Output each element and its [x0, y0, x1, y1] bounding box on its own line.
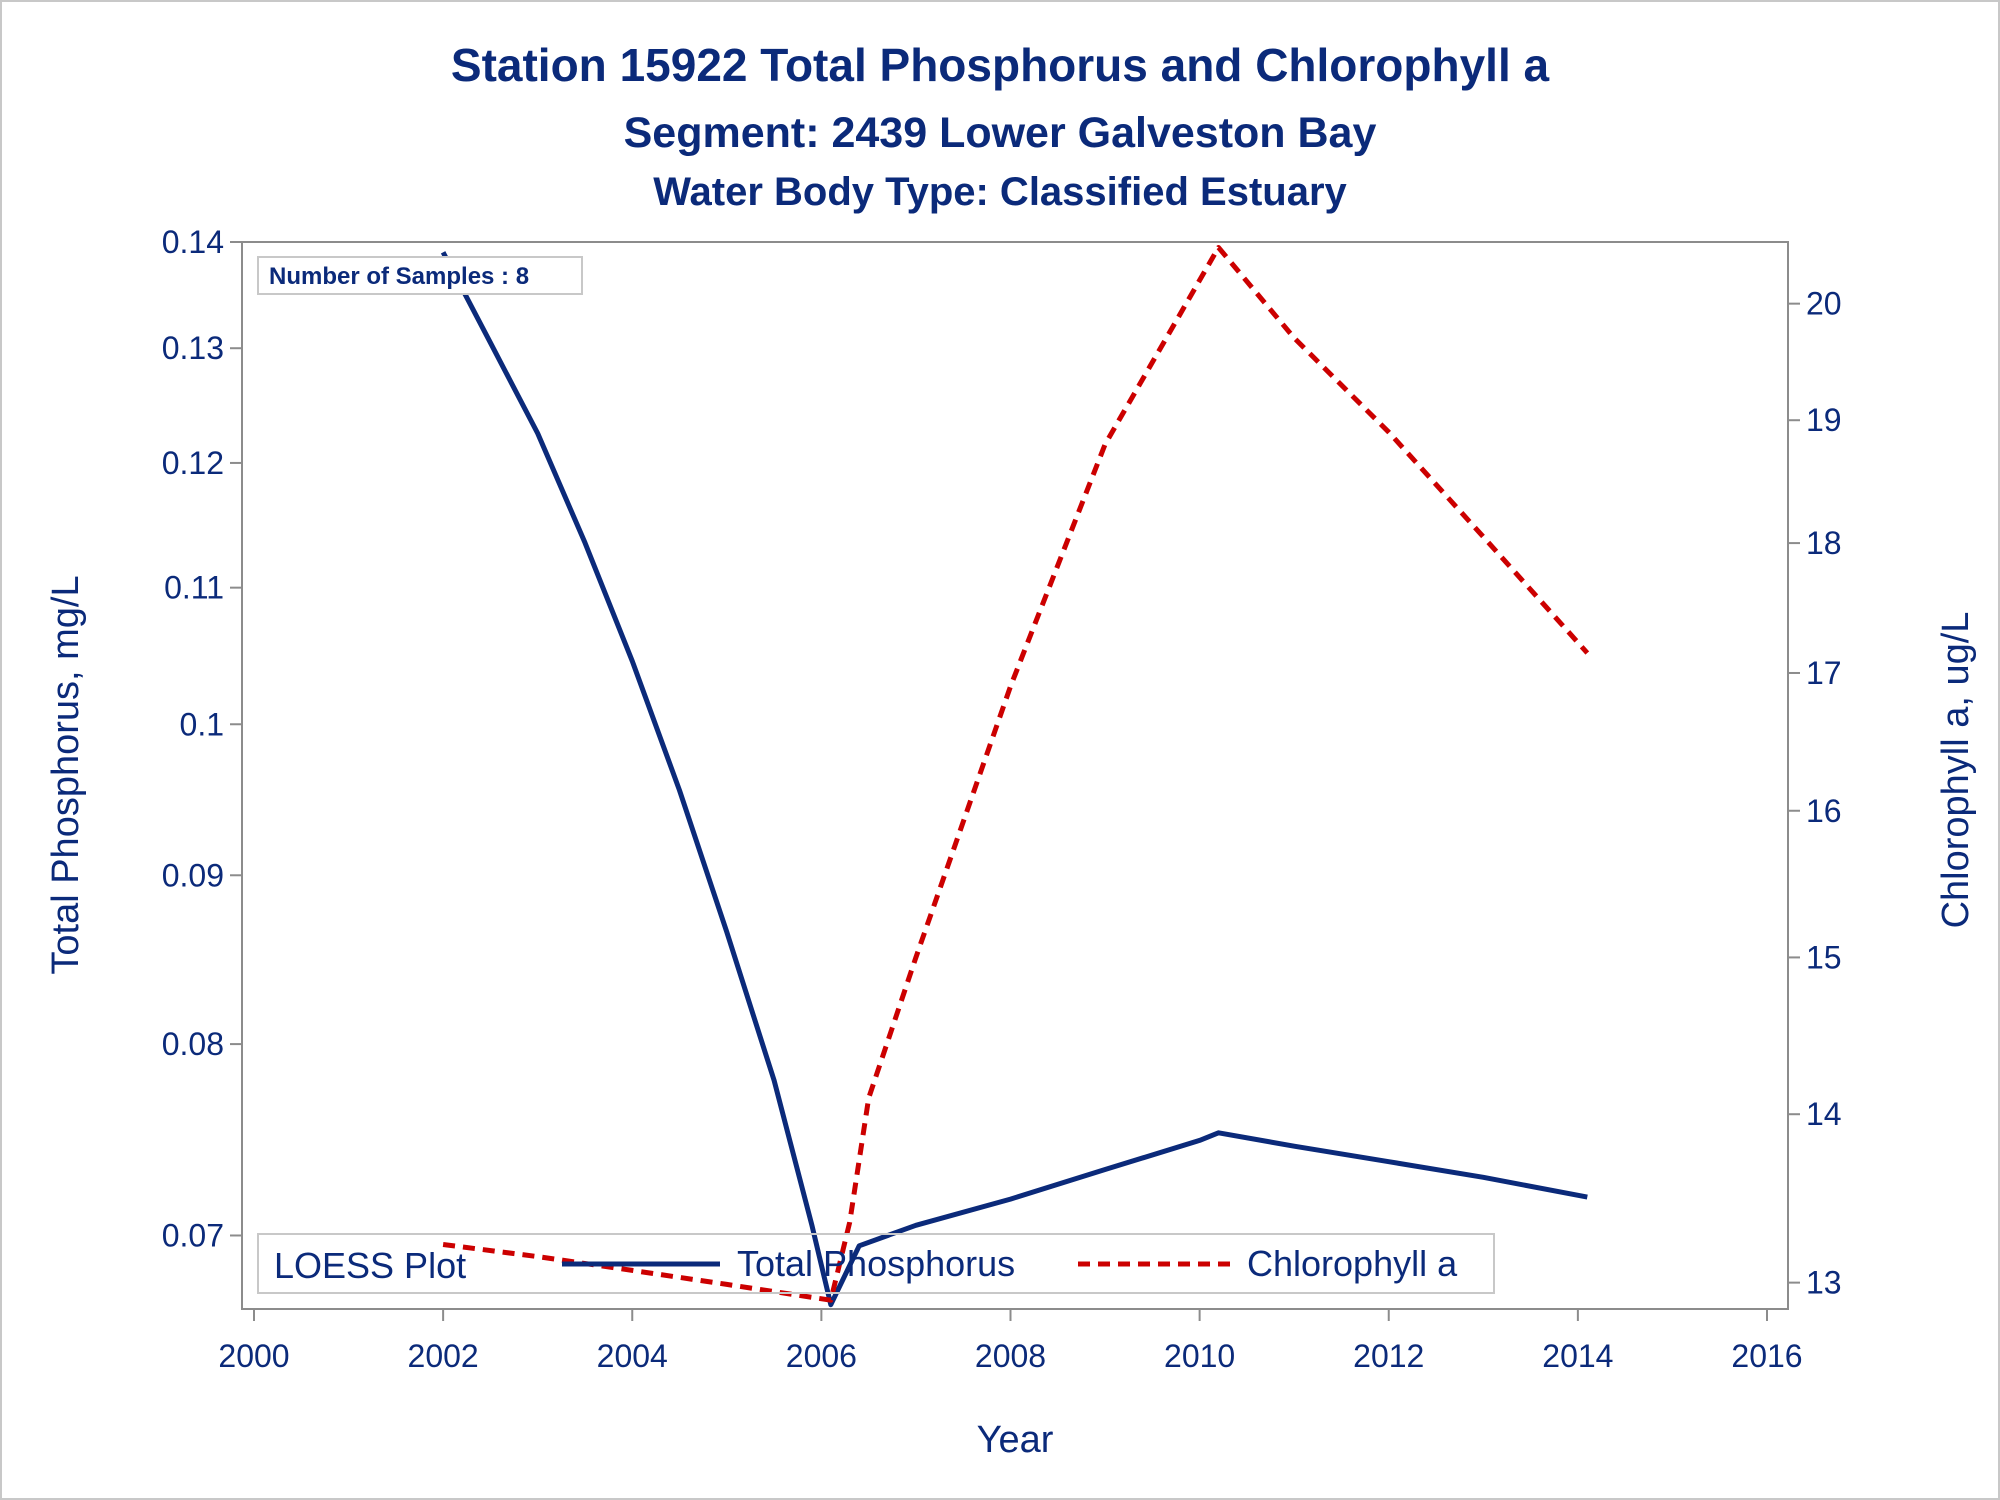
y-right-tick-label: 14 [1806, 1096, 1842, 1132]
y-right-tick-label: 19 [1806, 402, 1842, 438]
y-right-tick-label: 13 [1806, 1265, 1842, 1301]
y-left-tick-label: 0.11 [164, 570, 224, 606]
sample-count-text: Number of Samples : 8 [269, 263, 529, 290]
y-left-tick-label: 0.12 [162, 445, 224, 481]
y-left-tick-label: 0.14 [162, 224, 224, 260]
y-left-tick-label: 0.07 [162, 1217, 224, 1253]
chart-subtitle-water-body: Water Body Type: Classified Estuary [653, 170, 1347, 214]
y-right-tick-label: 15 [1806, 939, 1842, 975]
x-tick-label: 2014 [1542, 1338, 1613, 1374]
chart-subtitle-segment: Segment: 2439 Lower Galveston Bay [624, 109, 1377, 157]
x-tick-label: 2000 [218, 1338, 289, 1374]
x-axis-label: Year [977, 1419, 1054, 1461]
y-left-tick-label: 0.08 [162, 1026, 224, 1062]
plot-area [241, 241, 1789, 1310]
x-tick-label: 2016 [1731, 1338, 1802, 1374]
x-axis: 2000 2002 2004 2006 2008 2010 2012 2014 2016 [218, 1309, 1803, 1374]
y-right-tick-label: 16 [1806, 793, 1842, 829]
x-tick-label: 2012 [1353, 1338, 1424, 1374]
y-axis-right-label: Chlorophyll a, ug/L [1935, 612, 1977, 929]
x-tick-label: 2006 [786, 1338, 857, 1374]
sample-count-box [257, 256, 583, 295]
x-tick-label: 2002 [408, 1338, 479, 1374]
y-right-tick-label: 18 [1806, 525, 1842, 561]
sample-count-inset: Number of Samples : 8 [257, 256, 583, 295]
x-tick-label: 2008 [975, 1338, 1046, 1374]
legend: LOESS Plot Total Phosphorus Chlorophyll … [257, 1233, 1495, 1294]
chart-title: Station 15922 Total Phosphorus and Chlor… [451, 39, 1550, 91]
y-axis-left: 0.07 0.08 0.09 0.1 0.11 0.12 0.13 0.14 [162, 224, 242, 1253]
y-axis-left-label: Total Phosphorus, mg/L [45, 575, 87, 974]
series-line-chlorophyll-a [442, 245, 1590, 1303]
x-tick-label: 2010 [1164, 1338, 1235, 1374]
legend-label-chlorophyll-a: Chlorophyll a [1247, 1243, 1458, 1284]
x-tick-label: 2004 [597, 1338, 668, 1374]
series-group [440, 245, 1590, 1308]
y-right-tick-label: 20 [1806, 286, 1842, 322]
legend-box [257, 1233, 1495, 1294]
y-right-tick-label: 17 [1806, 655, 1842, 691]
legend-title: LOESS Plot [274, 1245, 466, 1286]
legend-label-total-phosphorus: Total Phosphorus [737, 1243, 1015, 1284]
y-left-tick-label: 0.1 [180, 706, 224, 742]
y-left-tick-label: 0.09 [162, 857, 224, 893]
series-line-total-phosphorus [440, 251, 1588, 1308]
y-axis-right: 13 14 15 16 17 18 19 20 [1788, 286, 1842, 1301]
y-left-tick-label: 0.13 [162, 330, 224, 366]
